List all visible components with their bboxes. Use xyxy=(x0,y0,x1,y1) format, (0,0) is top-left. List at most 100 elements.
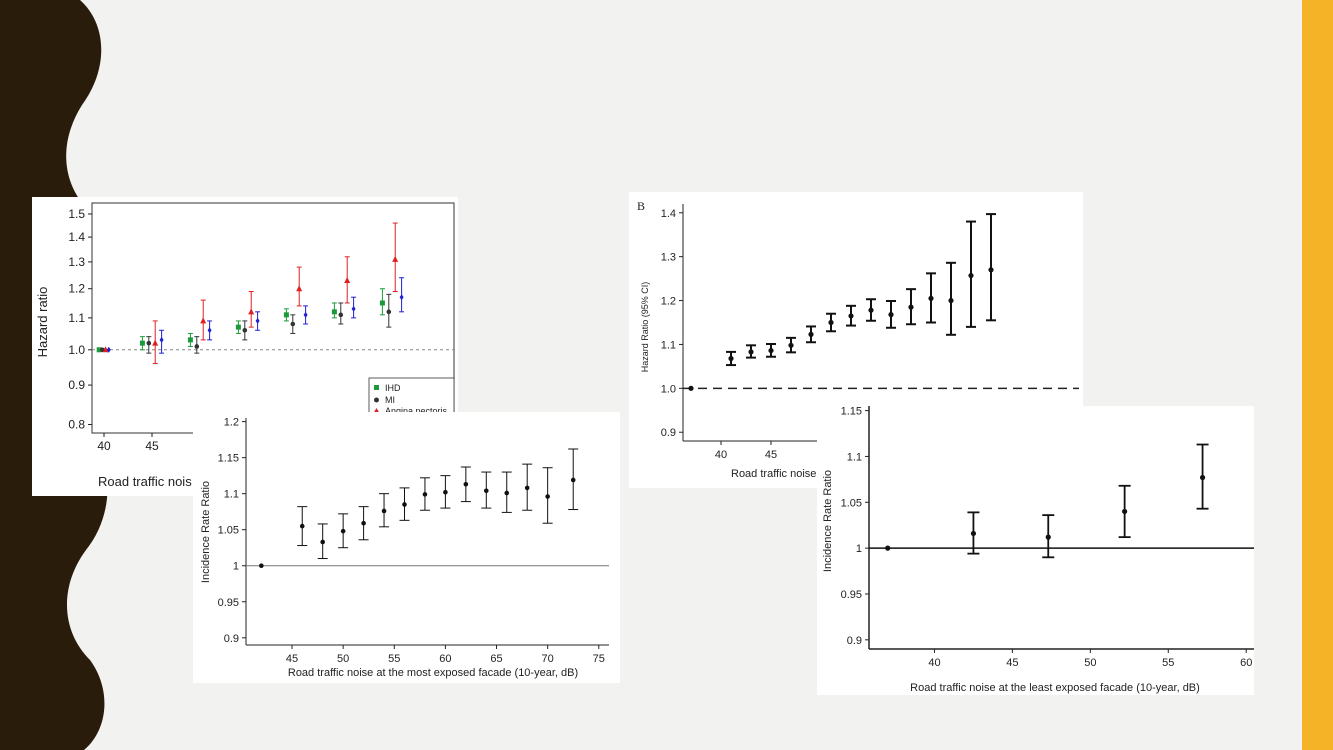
data-point xyxy=(688,385,694,391)
x-tick-label: 45 xyxy=(145,439,159,453)
data-point-series-4 xyxy=(399,294,404,301)
x-axis-label: Road traffic noise at the most exposed f… xyxy=(288,667,578,679)
y-axis-label: Hazard ratio xyxy=(35,287,50,358)
x-tick-label: 75 xyxy=(593,653,605,665)
data-point xyxy=(259,563,264,569)
y-tick-label: 0.8 xyxy=(68,418,85,432)
data-point-ihd xyxy=(96,347,102,353)
x-tick-label: 65 xyxy=(490,653,502,665)
data-point-angina-pectoris xyxy=(200,317,207,324)
data-point xyxy=(788,342,794,348)
y-tick-label: 1.2 xyxy=(68,282,85,296)
x-tick-label: 60 xyxy=(439,653,451,665)
data-point xyxy=(885,545,891,551)
y-tick-label: 1.5 xyxy=(68,207,85,221)
data-point xyxy=(524,485,530,491)
data-point xyxy=(848,313,854,319)
data-point-series-4 xyxy=(255,317,260,324)
data-point-angina-pectoris xyxy=(344,276,351,283)
y-tick-label: 1.1 xyxy=(847,451,862,463)
x-tick-label: 55 xyxy=(1162,657,1174,669)
right-accent-bar xyxy=(1302,0,1333,750)
data-point-series-4 xyxy=(303,311,308,318)
x-tick-label: 40 xyxy=(928,657,940,669)
data-point xyxy=(968,272,974,279)
data-point-mi xyxy=(146,340,152,346)
y-tick-label: 1.1 xyxy=(661,339,676,351)
data-point xyxy=(402,502,407,507)
panel-label: B xyxy=(637,199,645,213)
data-point xyxy=(728,355,734,362)
data-point xyxy=(1122,508,1128,515)
x-tick-label: 50 xyxy=(1084,657,1096,669)
data-point xyxy=(888,312,894,318)
x-tick-label: 70 xyxy=(542,653,554,665)
chart-panel-irr-most-exposed: 1.2 1.15 1.1 1.05 1 0.95 0.9 45 50 55 60 65 70 75 In… xyxy=(193,412,620,683)
x-axis-label: Road traffic noise a xyxy=(731,468,826,480)
data-point xyxy=(463,481,469,487)
data-point-ihd xyxy=(331,309,337,315)
data-point-ihd xyxy=(235,324,241,330)
legend-marker-mi xyxy=(374,397,379,403)
data-point xyxy=(908,304,914,310)
data-point xyxy=(948,297,954,304)
data-point xyxy=(422,492,428,497)
y-tick-label: 1.3 xyxy=(68,255,85,269)
error-bar xyxy=(986,213,996,322)
x-axis-label: Road traffic noise at the least exposed … xyxy=(910,682,1200,694)
y-tick-label: 0.95 xyxy=(841,589,862,601)
data-point xyxy=(381,508,387,514)
data-point-ihd xyxy=(379,300,385,306)
data-point xyxy=(545,494,550,499)
data-point-ihd xyxy=(283,312,289,318)
y-tick-label: 1.4 xyxy=(68,230,85,244)
y-tick-label: 0.9 xyxy=(68,378,85,392)
x-tick-label: 50 xyxy=(337,653,349,665)
y-tick-label: 1.15 xyxy=(841,406,862,418)
y-tick-label: 1 xyxy=(856,543,862,555)
data-point-angina-pectoris xyxy=(102,346,109,353)
y-axis-label: Hazard Ratio (95% CI) xyxy=(640,282,650,373)
data-point-ihd xyxy=(139,340,145,346)
data-point xyxy=(808,331,814,337)
y-tick-label: 1.2 xyxy=(661,296,676,308)
y-tick-label: 0.9 xyxy=(661,427,676,439)
data-point-angina-pectoris xyxy=(392,255,399,262)
data-point xyxy=(443,489,448,495)
y-tick-label: 1.0 xyxy=(661,383,676,395)
data-point-angina-pectoris xyxy=(152,339,159,346)
y-axis-label: Incidence Rate Ratio xyxy=(200,481,212,583)
data-point xyxy=(988,267,994,273)
data-point xyxy=(828,319,834,326)
x-tick-label: 40 xyxy=(97,439,111,453)
data-point xyxy=(868,307,874,313)
x-tick-label: 40 xyxy=(715,449,727,461)
y-tick-label: 1.4 xyxy=(661,208,676,220)
y-tick-label: 1.1 xyxy=(68,311,85,325)
data-point xyxy=(970,530,977,537)
x-tick-label: 45 xyxy=(1006,657,1018,669)
y-tick-label: 1.05 xyxy=(841,497,862,509)
data-point-mi xyxy=(290,321,296,327)
y-tick-label: 1.3 xyxy=(661,252,676,264)
x-axis-label: Road traffic nois xyxy=(98,474,192,489)
y-tick-label: 1.2 xyxy=(224,417,239,429)
data-point-mi xyxy=(386,309,392,315)
data-point-angina-pectoris xyxy=(248,308,255,315)
y-axis-label: Incidence Rate Ratio xyxy=(822,470,834,572)
data-point-angina-pectoris xyxy=(296,285,303,292)
chart-irr-least-exposed: 1.15 1.1 1.05 1 0.95 0.9 40 45 50 55 60 Incidence… xyxy=(822,406,1254,694)
y-tick-label: 1.05 xyxy=(218,525,239,537)
x-tick-label: 55 xyxy=(388,653,400,665)
data-point-series-4 xyxy=(351,305,356,312)
data-point xyxy=(340,528,346,534)
data-point-ihd xyxy=(187,337,193,343)
y-tick-label: 0.9 xyxy=(847,635,862,647)
data-point-mi xyxy=(242,327,248,333)
chart-irr-most-exposed: 1.2 1.15 1.1 1.05 1 0.95 0.9 45 50 55 60 65 70 75 In… xyxy=(200,417,609,679)
legend-item-mi: MI xyxy=(385,395,395,405)
y-tick-label: 1.15 xyxy=(218,453,239,465)
chart-panel-irr-least-exposed: 1.15 1.1 1.05 1 0.95 0.9 40 45 50 55 60 Incidence… xyxy=(817,406,1254,695)
legend-item-angina: Angina pectoris xyxy=(385,406,448,416)
data-point-series-4 xyxy=(106,346,111,353)
